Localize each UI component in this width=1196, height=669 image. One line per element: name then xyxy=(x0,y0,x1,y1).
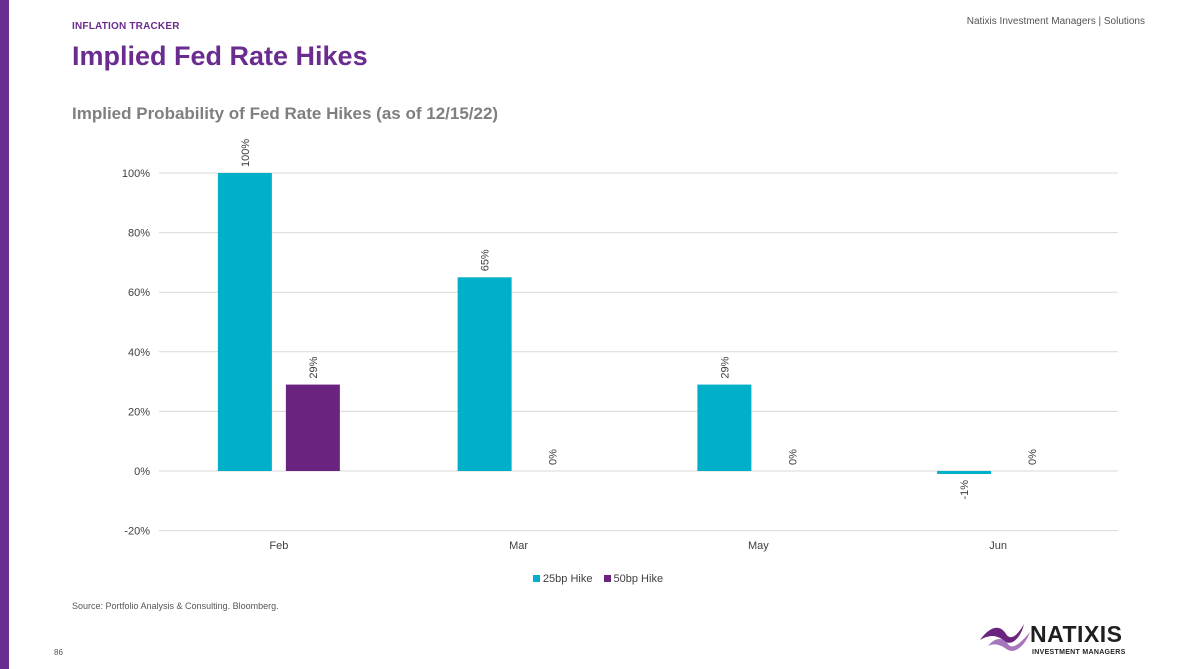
y-tick-label: 80% xyxy=(128,228,150,240)
bar-25bp-hike xyxy=(217,173,272,471)
y-tick-label: 100% xyxy=(122,168,150,180)
page-title: Implied Fed Rate Hikes xyxy=(72,41,368,71)
data-label: 100% xyxy=(240,139,252,167)
legend-item-50bp: 50bp Hike xyxy=(603,573,664,585)
logo-wordmark: NATIXIS xyxy=(1030,621,1123,647)
chart-legend: 25bp Hike 50bp Hike xyxy=(0,573,1196,585)
data-label: 29% xyxy=(308,356,320,378)
legend-swatch-50bp xyxy=(603,575,611,582)
x-tick-label: Feb xyxy=(269,540,288,552)
data-label: 29% xyxy=(719,356,731,378)
natixis-swoosh-icon xyxy=(980,624,1030,651)
legend-label-50bp: 50bp Hike xyxy=(613,573,664,585)
data-label: 0% xyxy=(1027,449,1039,465)
data-label: 65% xyxy=(480,249,492,271)
x-tick-label: Jun xyxy=(989,540,1007,552)
legend-label-25bp: 25bp Hike xyxy=(542,573,593,585)
bar-25bp-hike xyxy=(697,384,752,471)
y-tick-label: 20% xyxy=(128,406,150,418)
section-tag: INFLATION TRACKER xyxy=(72,21,180,32)
y-tick-label: -20% xyxy=(124,526,150,538)
y-tick-label: 40% xyxy=(128,347,150,359)
source-note: Source: Portfolio Analysis & Consulting.… xyxy=(72,601,279,611)
x-tick-label: May xyxy=(748,540,769,552)
accent-bar xyxy=(0,0,9,669)
y-tick-label: 0% xyxy=(134,466,150,478)
chart-title: Implied Probability of Fed Rate Hikes (a… xyxy=(72,104,499,123)
bar-25bp-hike xyxy=(457,277,512,471)
logo-tagline: INVESTMENT MANAGERS xyxy=(1032,649,1126,656)
company-header: Natixis Investment Managers | Solutions xyxy=(966,16,1145,27)
data-label: 0% xyxy=(787,449,799,465)
bar-25bp-hike xyxy=(937,471,992,474)
bar-50bp-hike xyxy=(285,384,340,471)
page-number: 86 xyxy=(54,648,63,657)
natixis-logo: NATIXIS INVESTMENT MANAGERS xyxy=(978,620,1148,660)
data-label: -1% xyxy=(959,480,971,500)
legend-swatch-25bp xyxy=(532,575,540,582)
data-label: 0% xyxy=(548,449,560,465)
x-tick-label: Mar xyxy=(509,540,528,552)
y-tick-label: 60% xyxy=(128,287,150,299)
legend-item-25bp: 25bp Hike xyxy=(532,573,593,585)
